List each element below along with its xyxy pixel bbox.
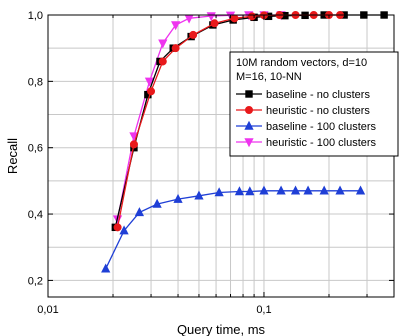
data-point: [119, 225, 129, 235]
legend-swatch-marker: [244, 138, 254, 148]
legend-swatch-marker: [245, 90, 253, 98]
data-point: [319, 185, 329, 195]
series-baseline-100-clusters: [101, 185, 366, 273]
legend-title-line-2: M=16, 10-NN: [236, 71, 302, 83]
data-point: [189, 30, 198, 39]
data-point: [245, 186, 255, 196]
legend-swatch-marker: [244, 120, 254, 130]
data-point: [290, 185, 301, 195]
y-tick-label: 0,4: [28, 209, 43, 221]
data-point: [214, 187, 224, 197]
legend-title-line-1: 10M random vectors, d=10: [236, 57, 367, 69]
legend-entry: baseline - 100 clusters: [236, 120, 377, 133]
data-point: [210, 19, 219, 28]
x-tick-label: 0,1: [256, 304, 271, 316]
data-point: [335, 185, 345, 195]
data-point: [158, 57, 167, 66]
data-point: [147, 87, 156, 96]
data-point: [171, 21, 181, 31]
data-point: [101, 263, 111, 273]
data-point: [303, 185, 313, 195]
legend-box: [229, 51, 399, 157]
legend-label: baseline - no clusters: [266, 89, 370, 101]
data-point: [194, 190, 204, 200]
legend-entry: heuristic - 100 clusters: [236, 137, 377, 149]
y-tick-label: 0,2: [28, 275, 43, 287]
series-line: [105, 190, 361, 270]
data-point: [173, 193, 183, 203]
data-point: [230, 14, 239, 23]
data-point: [355, 185, 366, 195]
data-point: [129, 140, 138, 149]
data-point: [234, 186, 245, 196]
legend-label: baseline - 100 clusters: [266, 121, 377, 133]
data-point: [171, 44, 180, 53]
legend-label: heuristic - 100 clusters: [266, 137, 377, 149]
ticks: 0,2 0,4 0,6 0,8 1,0 0,01 0,1: [28, 10, 395, 316]
legend-entry: heuristic - no clusters: [236, 105, 370, 117]
data-point: [158, 39, 168, 49]
legend-label: heuristic - no clusters: [266, 105, 370, 117]
data-point: [184, 14, 194, 24]
legend-swatch-marker: [245, 106, 253, 114]
legend-entries: baseline - no clusters heuristic - no clu…: [236, 89, 377, 149]
y-tick-label: 0,8: [28, 76, 43, 88]
y-axis-label: Recall: [5, 138, 20, 174]
data-point: [134, 207, 145, 217]
y-tick-label: 1,0: [28, 10, 43, 22]
data-point: [276, 185, 286, 195]
y-tick-label: 0,6: [28, 143, 43, 155]
data-point: [113, 223, 122, 232]
x-axis-label: Query time, ms: [177, 322, 266, 336]
data-point: [144, 77, 155, 87]
data-point: [152, 198, 162, 208]
data-point: [259, 185, 269, 195]
x-tick-label: 0,01: [37, 304, 58, 316]
legend: 10M random vectors, d=10 M=16, 10-NN bas…: [229, 51, 399, 157]
legend-entry: baseline - no clusters: [236, 89, 370, 101]
